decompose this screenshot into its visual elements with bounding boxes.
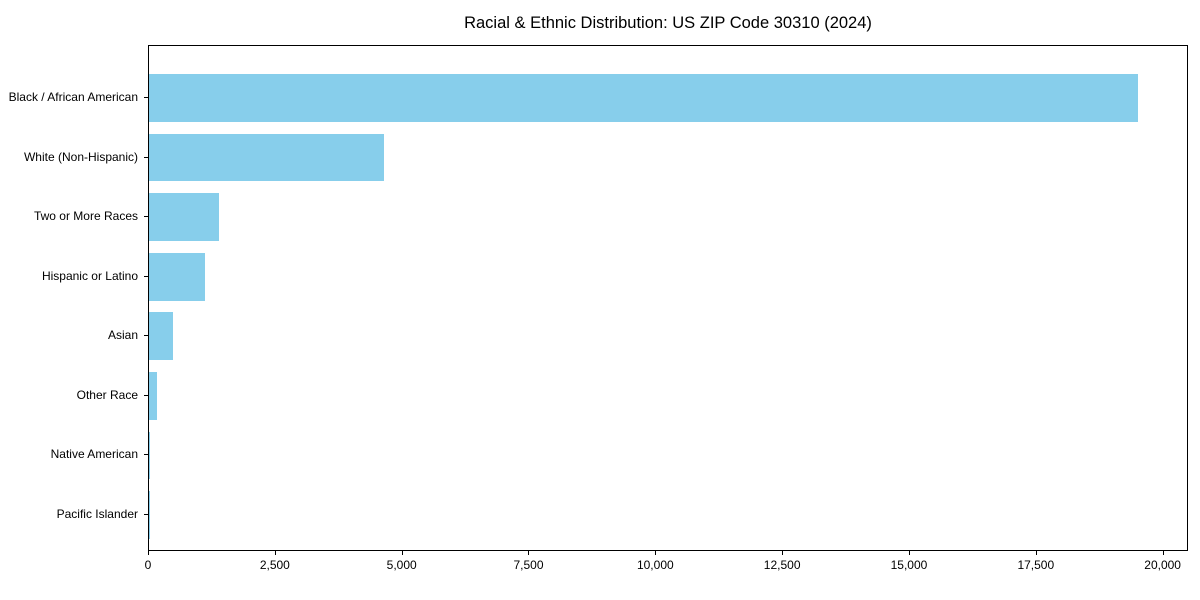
x-tick-mark — [274, 551, 276, 555]
bar-black-african-american — [149, 74, 1139, 122]
bar-other-race — [149, 372, 158, 420]
x-tick-mark — [528, 551, 530, 555]
y-tick-mark — [144, 156, 148, 158]
y-tick-label-pacific-islander: Pacific Islander — [56, 506, 138, 521]
x-tick-mark — [782, 551, 784, 555]
x-tick-label-5000: 5,000 — [386, 558, 417, 572]
y-tick-mark — [144, 513, 148, 515]
y-tick-label-hispanic-or-latino: Hispanic or Latino — [41, 268, 138, 283]
bar-two-or-more-races — [149, 193, 219, 241]
y-tick-mark — [144, 216, 148, 218]
x-tick-label-12500: 12,500 — [763, 558, 801, 572]
x-tick-mark — [655, 551, 657, 555]
y-tick-label-black-african-american: Black / African American — [8, 90, 138, 104]
y-tick-mark — [144, 97, 148, 98]
x-tick-label-20000: 20,000 — [1144, 558, 1181, 572]
x-tick-mark — [908, 551, 910, 555]
x-tick-mark — [1035, 551, 1037, 555]
bar-native-american — [149, 431, 150, 480]
x-tick-label-15000: 15,000 — [890, 558, 928, 572]
y-tick-label-white-non-hispanic: White (Non-Hispanic) — [23, 149, 138, 164]
y-tick-mark — [144, 394, 148, 396]
x-tick-label-17500: 17,500 — [1017, 558, 1055, 572]
bar-asian — [149, 312, 173, 361]
x-tick-mark — [148, 551, 149, 555]
x-tick-label-10000: 10,000 — [636, 558, 674, 572]
y-tick-label-two-or-more-races: Two or More Races — [33, 209, 138, 224]
bar-pacific-islander — [149, 491, 150, 539]
x-tick-mark — [1162, 551, 1164, 555]
x-tick-label-0: 0 — [144, 558, 152, 572]
y-tick-mark — [144, 335, 148, 337]
bar-white-non-hispanic — [149, 133, 384, 182]
plot-area — [148, 45, 1188, 551]
bar-hispanic-or-latino — [149, 252, 205, 301]
x-tick-label-7500: 7,500 — [513, 558, 544, 572]
x-tick-label-2500: 2,500 — [259, 558, 290, 572]
x-tick-mark — [401, 551, 403, 555]
chart-title: Racial & Ethnic Distribution: US ZIP Cod… — [464, 14, 872, 32]
y-tick-label-other-race: Other Race — [76, 387, 138, 402]
y-tick-label-native-american: Native American — [50, 447, 138, 462]
y-tick-mark — [144, 275, 148, 277]
y-tick-mark — [144, 454, 148, 456]
y-tick-label-asian: Asian — [107, 328, 138, 343]
